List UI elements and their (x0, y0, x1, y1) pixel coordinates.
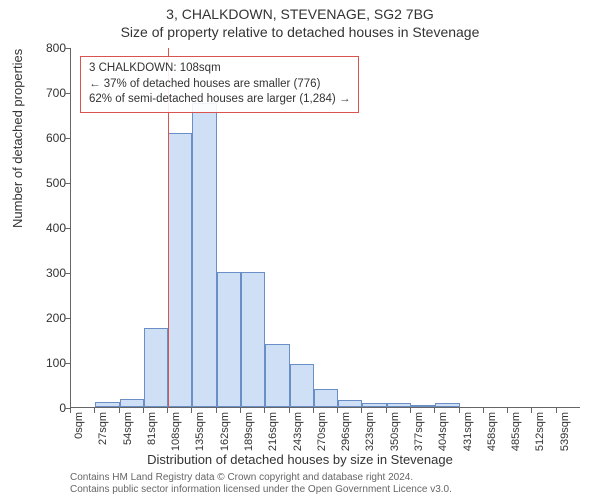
x-tick-mark (386, 408, 387, 413)
x-tick-label: 162sqm (219, 412, 231, 462)
histogram-bar (387, 403, 411, 407)
y-tick-label: 700 (36, 86, 66, 100)
x-tick-mark (531, 408, 532, 413)
y-tick-mark (65, 93, 70, 94)
histogram-bar (217, 272, 241, 407)
x-tick-label: 323sqm (364, 412, 376, 462)
histogram-bar (95, 402, 119, 407)
y-tick-mark (65, 138, 70, 139)
x-tick-mark (556, 408, 557, 413)
y-tick-mark (65, 363, 70, 364)
x-tick-mark (70, 408, 71, 413)
y-tick-label: 100 (36, 356, 66, 370)
x-tick-mark (143, 408, 144, 413)
x-tick-label: 216sqm (267, 412, 279, 462)
x-tick-mark (264, 408, 265, 413)
x-tick-label: 243sqm (292, 412, 304, 462)
x-tick-mark (313, 408, 314, 413)
x-tick-mark (337, 408, 338, 413)
x-tick-label: 539sqm (559, 412, 571, 462)
histogram-bar (362, 403, 386, 408)
attribution-text: Contains HM Land Registry data © Crown c… (70, 472, 452, 496)
y-tick-label: 800 (36, 41, 66, 55)
histogram-bar (192, 103, 216, 407)
histogram-bar (120, 399, 144, 407)
x-tick-mark (167, 408, 168, 413)
x-tick-mark (434, 408, 435, 413)
x-tick-label: 404sqm (437, 412, 449, 462)
y-tick-label: 200 (36, 311, 66, 325)
histogram-bar (144, 328, 168, 407)
y-tick-mark (65, 183, 70, 184)
annotation-box: 3 CHALKDOWN: 108sqm← 37% of detached hou… (80, 56, 359, 113)
histogram-bar (265, 344, 289, 407)
title-address: 3, CHALKDOWN, STEVENAGE, SG2 7BG (0, 6, 600, 22)
y-tick-mark (65, 48, 70, 49)
attribution-line1: Contains HM Land Registry data © Crown c… (70, 472, 452, 484)
x-tick-label: 377sqm (413, 412, 425, 462)
x-tick-label: 512sqm (534, 412, 546, 462)
chart-container: 3, CHALKDOWN, STEVENAGE, SG2 7BG Size of… (0, 0, 600, 500)
histogram-bar (290, 364, 314, 407)
title-subtitle: Size of property relative to detached ho… (0, 24, 600, 40)
x-tick-mark (94, 408, 95, 413)
x-tick-label: 27sqm (97, 412, 109, 462)
histogram-bar (338, 400, 362, 407)
histogram-bar (241, 272, 265, 407)
x-tick-label: 108sqm (170, 412, 182, 462)
x-tick-label: 350sqm (389, 412, 401, 462)
x-tick-label: 296sqm (340, 412, 352, 462)
x-tick-label: 81sqm (146, 412, 158, 462)
x-tick-label: 0sqm (73, 412, 85, 462)
y-tick-mark (65, 273, 70, 274)
x-tick-label: 270sqm (316, 412, 328, 462)
y-tick-label: 500 (36, 176, 66, 190)
y-tick-label: 600 (36, 131, 66, 145)
x-tick-mark (240, 408, 241, 413)
x-tick-mark (289, 408, 290, 413)
x-tick-mark (191, 408, 192, 413)
x-tick-label: 485sqm (510, 412, 522, 462)
histogram-bar (314, 389, 338, 407)
histogram-bar (411, 405, 435, 407)
x-tick-mark (459, 408, 460, 413)
x-tick-mark (507, 408, 508, 413)
annotation-line: 62% of semi-detached houses are larger (… (89, 92, 350, 108)
y-tick-mark (65, 228, 70, 229)
y-tick-label: 300 (36, 266, 66, 280)
x-tick-label: 54sqm (122, 412, 134, 462)
y-tick-mark (65, 318, 70, 319)
x-tick-mark (216, 408, 217, 413)
attribution-line2: Contains public sector information licen… (70, 484, 452, 496)
x-tick-label: 431sqm (462, 412, 474, 462)
x-tick-label: 189sqm (243, 412, 255, 462)
x-tick-mark (119, 408, 120, 413)
annotation-line: 3 CHALKDOWN: 108sqm (89, 61, 350, 77)
x-tick-mark (361, 408, 362, 413)
x-tick-label: 458sqm (486, 412, 498, 462)
x-tick-label: 135sqm (194, 412, 206, 462)
histogram-bar (435, 403, 459, 408)
y-tick-label: 0 (36, 401, 66, 415)
histogram-bar (168, 133, 192, 408)
x-tick-mark (410, 408, 411, 413)
y-axis-title: Number of detached properties (10, 49, 25, 228)
y-tick-label: 400 (36, 221, 66, 235)
x-tick-mark (483, 408, 484, 413)
annotation-line: ← 37% of detached houses are smaller (77… (89, 77, 350, 93)
